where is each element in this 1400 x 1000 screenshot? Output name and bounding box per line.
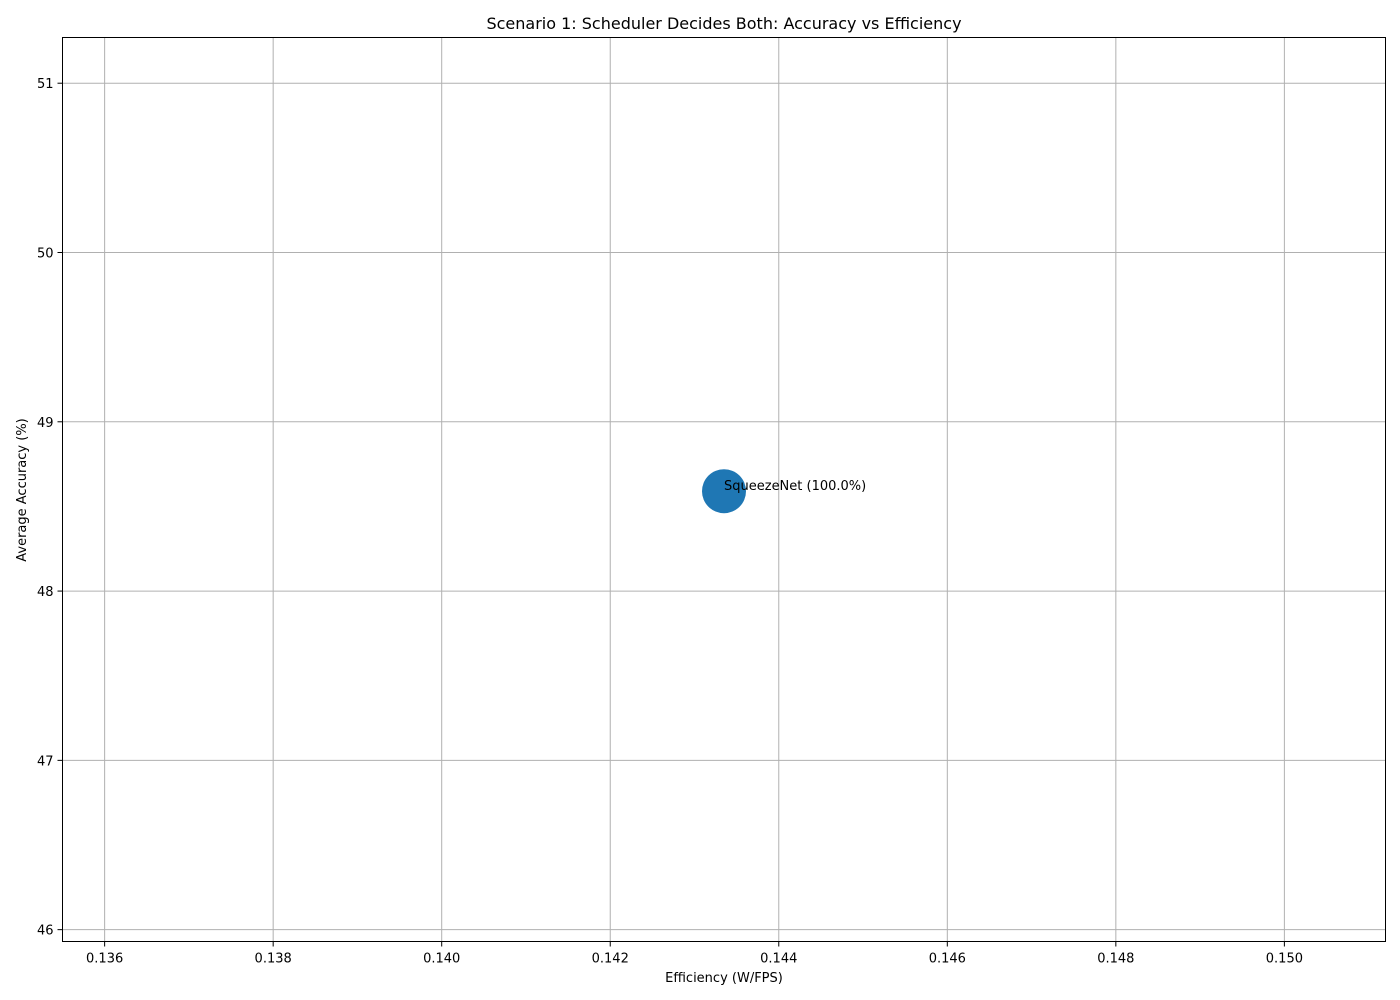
y-tick-label: 47 [37, 754, 54, 769]
chart-title: Scenario 1: Scheduler Decides Both: Accu… [486, 14, 961, 33]
x-axis-label: Efficiency (W/FPS) [665, 971, 783, 986]
point-label: SqueezeNet (100.0%) [724, 479, 866, 494]
grid [62, 37, 1386, 942]
data-points: SqueezeNet (100.0%) [702, 469, 866, 514]
x-tick-label: 0.138 [255, 952, 292, 967]
y-tick-label: 48 [37, 585, 54, 600]
x-tick-label: 0.142 [592, 952, 629, 967]
x-tick-label: 0.148 [1097, 952, 1134, 967]
y-axis-label: Average Accuracy (%) [15, 418, 30, 562]
y-tick-label: 46 [37, 924, 54, 939]
axis-ticks: 0.136 0.138 0.140 0.142 0.144 0.146 0.148 0.150… [37, 77, 1303, 966]
x-tick-label: 0.136 [86, 952, 123, 967]
plot-area-frame [62, 37, 1386, 942]
y-tick-label: 50 [37, 246, 54, 261]
y-tick-label: 49 [37, 416, 54, 431]
x-tick-label: 0.146 [929, 952, 966, 967]
y-tick-label: 51 [37, 77, 54, 92]
x-tick-label: 0.144 [760, 952, 797, 967]
x-tick-label: 0.140 [423, 952, 460, 967]
scatter-point [702, 469, 746, 514]
x-tick-label: 0.150 [1266, 952, 1303, 967]
